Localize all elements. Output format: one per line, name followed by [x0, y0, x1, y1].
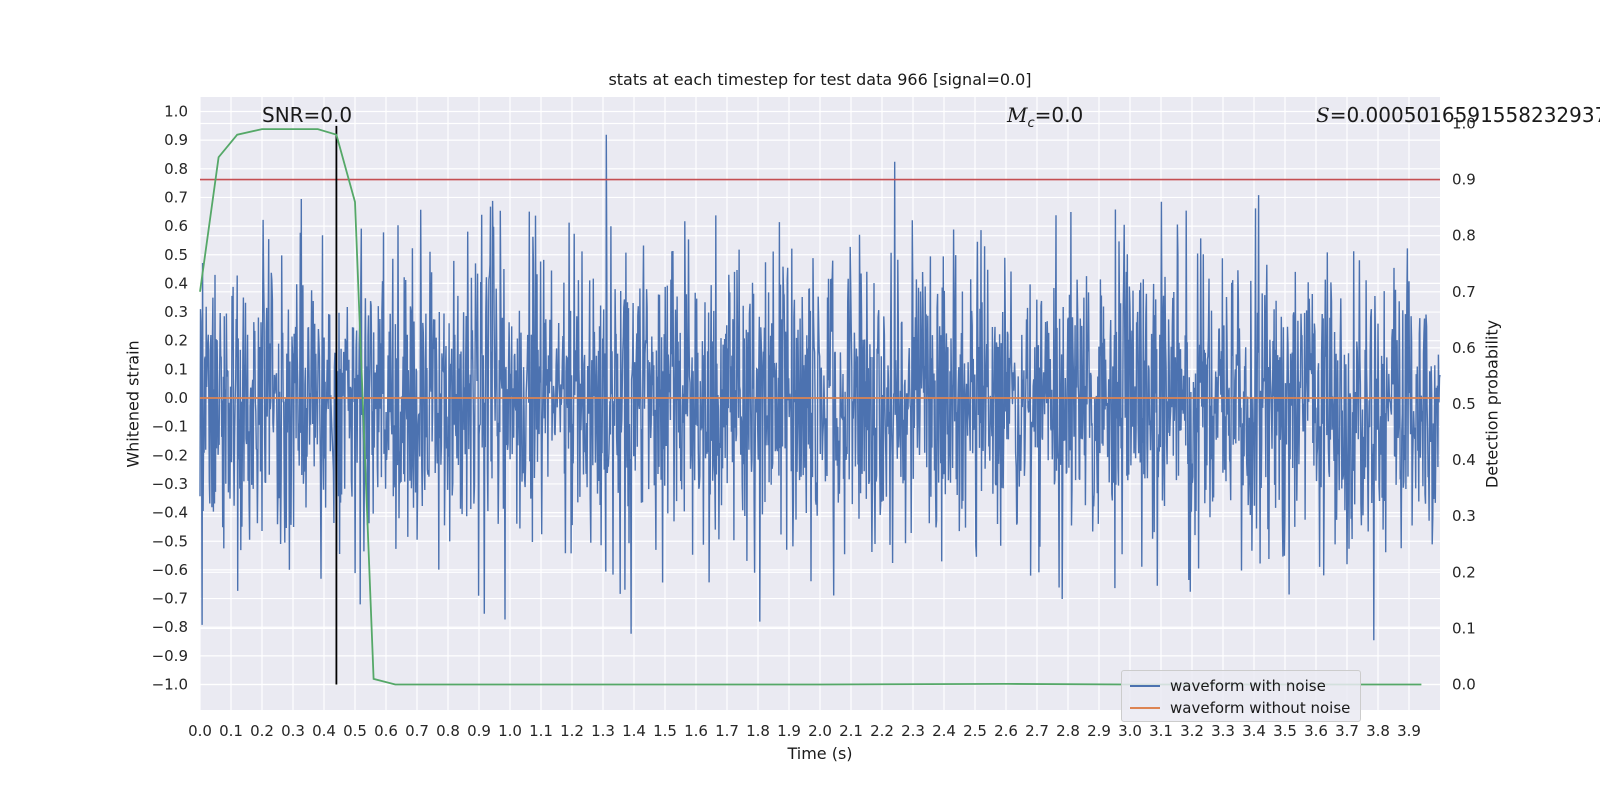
y-tick-label: 1.0: [164, 103, 188, 121]
x-tick-label: 0.7: [405, 722, 429, 740]
overlay-lines: [199, 125, 1440, 686]
y2-tick-label: 0.6: [1452, 339, 1476, 357]
y-tick-label: −0.7: [152, 590, 188, 608]
x-tick-label: 0.1: [219, 722, 243, 740]
x-tick-label: 1.3: [591, 722, 615, 740]
noise-series: [199, 134, 1441, 641]
x-tick-label: 3.4: [1242, 722, 1266, 740]
x-tick-label: 0.8: [436, 722, 460, 740]
y2-tick-label: 0.1: [1452, 619, 1476, 637]
x-tick-label: 2.9: [1087, 722, 1111, 740]
y2-tick-label: 0.3: [1452, 507, 1476, 525]
y2-tick-label: 0.7: [1452, 283, 1476, 301]
mc-subscript: c: [1027, 116, 1035, 131]
y2-tick-label: 0.2: [1452, 563, 1476, 581]
x-tick-label: 0.4: [312, 722, 336, 740]
x-tick-label: 1.6: [684, 722, 708, 740]
x-tick-label: 3.8: [1366, 722, 1390, 740]
x-tick-label: 2.1: [839, 722, 863, 740]
x-tick-label: 1.7: [715, 722, 739, 740]
x-tick-label: 2.0: [808, 722, 832, 740]
y2-tick-label: 0.8: [1452, 227, 1476, 245]
x-tick-label: 2.3: [901, 722, 925, 740]
x-tick-label: 2.7: [1025, 722, 1049, 740]
x-tick-label: 2.2: [870, 722, 894, 740]
legend-label: waveform without noise: [1170, 699, 1351, 717]
legend-item-clean: waveform without noise: [1130, 699, 1350, 717]
y-tick-label: −0.8: [152, 618, 188, 636]
y-tick-label: 0.5: [164, 246, 188, 264]
s-value: =0.0005016591558232937: [1329, 103, 1600, 127]
chirp-mass-annotation: Mc=0.0: [1007, 103, 1083, 131]
y-tick-label: −0.6: [152, 561, 188, 579]
x-tick-label: 0.2: [250, 722, 274, 740]
y-tick-label: 0.3: [164, 303, 188, 321]
x-tick-label: 3.2: [1180, 722, 1204, 740]
y-tick-label: 0.6: [164, 217, 188, 235]
s-annotation: S=0.0005016591558232937: [1316, 103, 1600, 127]
x-tick-label: 0.6: [374, 722, 398, 740]
y2-tick-label: 0.0: [1452, 676, 1476, 694]
waveform-with-noise-line: [199, 134, 1441, 641]
x-tick-label: 0.0: [188, 722, 212, 740]
x-tick-label: 2.4: [932, 722, 956, 740]
y2-tick-label: 0.9: [1452, 171, 1476, 189]
y2-tick-label: 1.0: [1452, 115, 1476, 133]
x-tick-label: 2.5: [963, 722, 987, 740]
legend-swatch: [1130, 685, 1160, 687]
y2-tick-label: 0.5: [1452, 395, 1476, 413]
y-tick-label: 0.2: [164, 332, 188, 350]
y-tick-label: 0.7: [164, 188, 188, 206]
grid-lines: [199, 97, 1440, 710]
y-tick-label: −0.1: [152, 418, 188, 436]
x-tick-label: 1.2: [560, 722, 584, 740]
legend-label: waveform with noise: [1170, 677, 1326, 695]
y-tick-label: −0.3: [152, 475, 188, 493]
x-tick-label: 3.1: [1149, 722, 1173, 740]
y-tick-label: −0.5: [152, 532, 188, 550]
legend-swatch: [1130, 707, 1160, 709]
x-tick-label: 1.4: [622, 722, 646, 740]
x-tick-label: 3.7: [1335, 722, 1359, 740]
x-tick-label: 1.0: [498, 722, 522, 740]
tick-labels: 0.0 0.1 0.2 0.3 0.4 0.5 0.6 0.7 0.8 0.9 1.0 1.1 1.2 1…: [152, 103, 1476, 741]
y-tick-label: 0.1: [164, 360, 188, 378]
y-tick-label: 0.8: [164, 160, 188, 178]
y-axis-label: Whitened strain: [123, 340, 143, 468]
y-tick-label: 0.4: [164, 274, 188, 292]
x-tick-label: 1.5: [653, 722, 677, 740]
x-tick-label: 1.9: [777, 722, 801, 740]
chart-title: stats at each timestep for test data 966…: [608, 70, 1032, 89]
x-tick-label: 3.3: [1211, 722, 1235, 740]
x-tick-label: 0.9: [467, 722, 491, 740]
y-tick-label: 0.0: [164, 389, 188, 407]
y-tick-label: −0.9: [152, 647, 188, 665]
y-tick-label: 0.9: [164, 131, 188, 149]
legend: waveform with noise waveform without noi…: [1121, 670, 1361, 722]
y-tick-label: −0.4: [152, 504, 188, 522]
detection-probability-line: [199, 128, 1422, 686]
x-tick-label: 0.3: [281, 722, 305, 740]
x-tick-label: 1.8: [746, 722, 770, 740]
y2-axis-label: Detection probability: [1482, 319, 1502, 489]
x-tick-label: 0.5: [343, 722, 367, 740]
x-tick-label: 3.6: [1304, 722, 1328, 740]
snr-annotation: SNR=0.0: [262, 103, 353, 127]
x-axis-label: Time (s): [787, 744, 853, 763]
x-tick-label: 2.6: [994, 722, 1018, 740]
y2-tick-label: 0.4: [1452, 451, 1476, 469]
s-symbol: S: [1316, 103, 1330, 127]
x-tick-label: 3.5: [1273, 722, 1297, 740]
legend-item-noise: waveform with noise: [1130, 677, 1326, 695]
mc-symbol: M: [1007, 103, 1028, 127]
mc-value: =0.0: [1034, 103, 1084, 127]
x-tick-label: 3.0: [1118, 722, 1142, 740]
x-tick-label: 1.1: [529, 722, 553, 740]
x-tick-label: 2.8: [1056, 722, 1080, 740]
y-tick-label: −0.2: [152, 446, 188, 464]
y-tick-label: −1.0: [152, 676, 188, 694]
x-tick-label: 3.9: [1397, 722, 1421, 740]
